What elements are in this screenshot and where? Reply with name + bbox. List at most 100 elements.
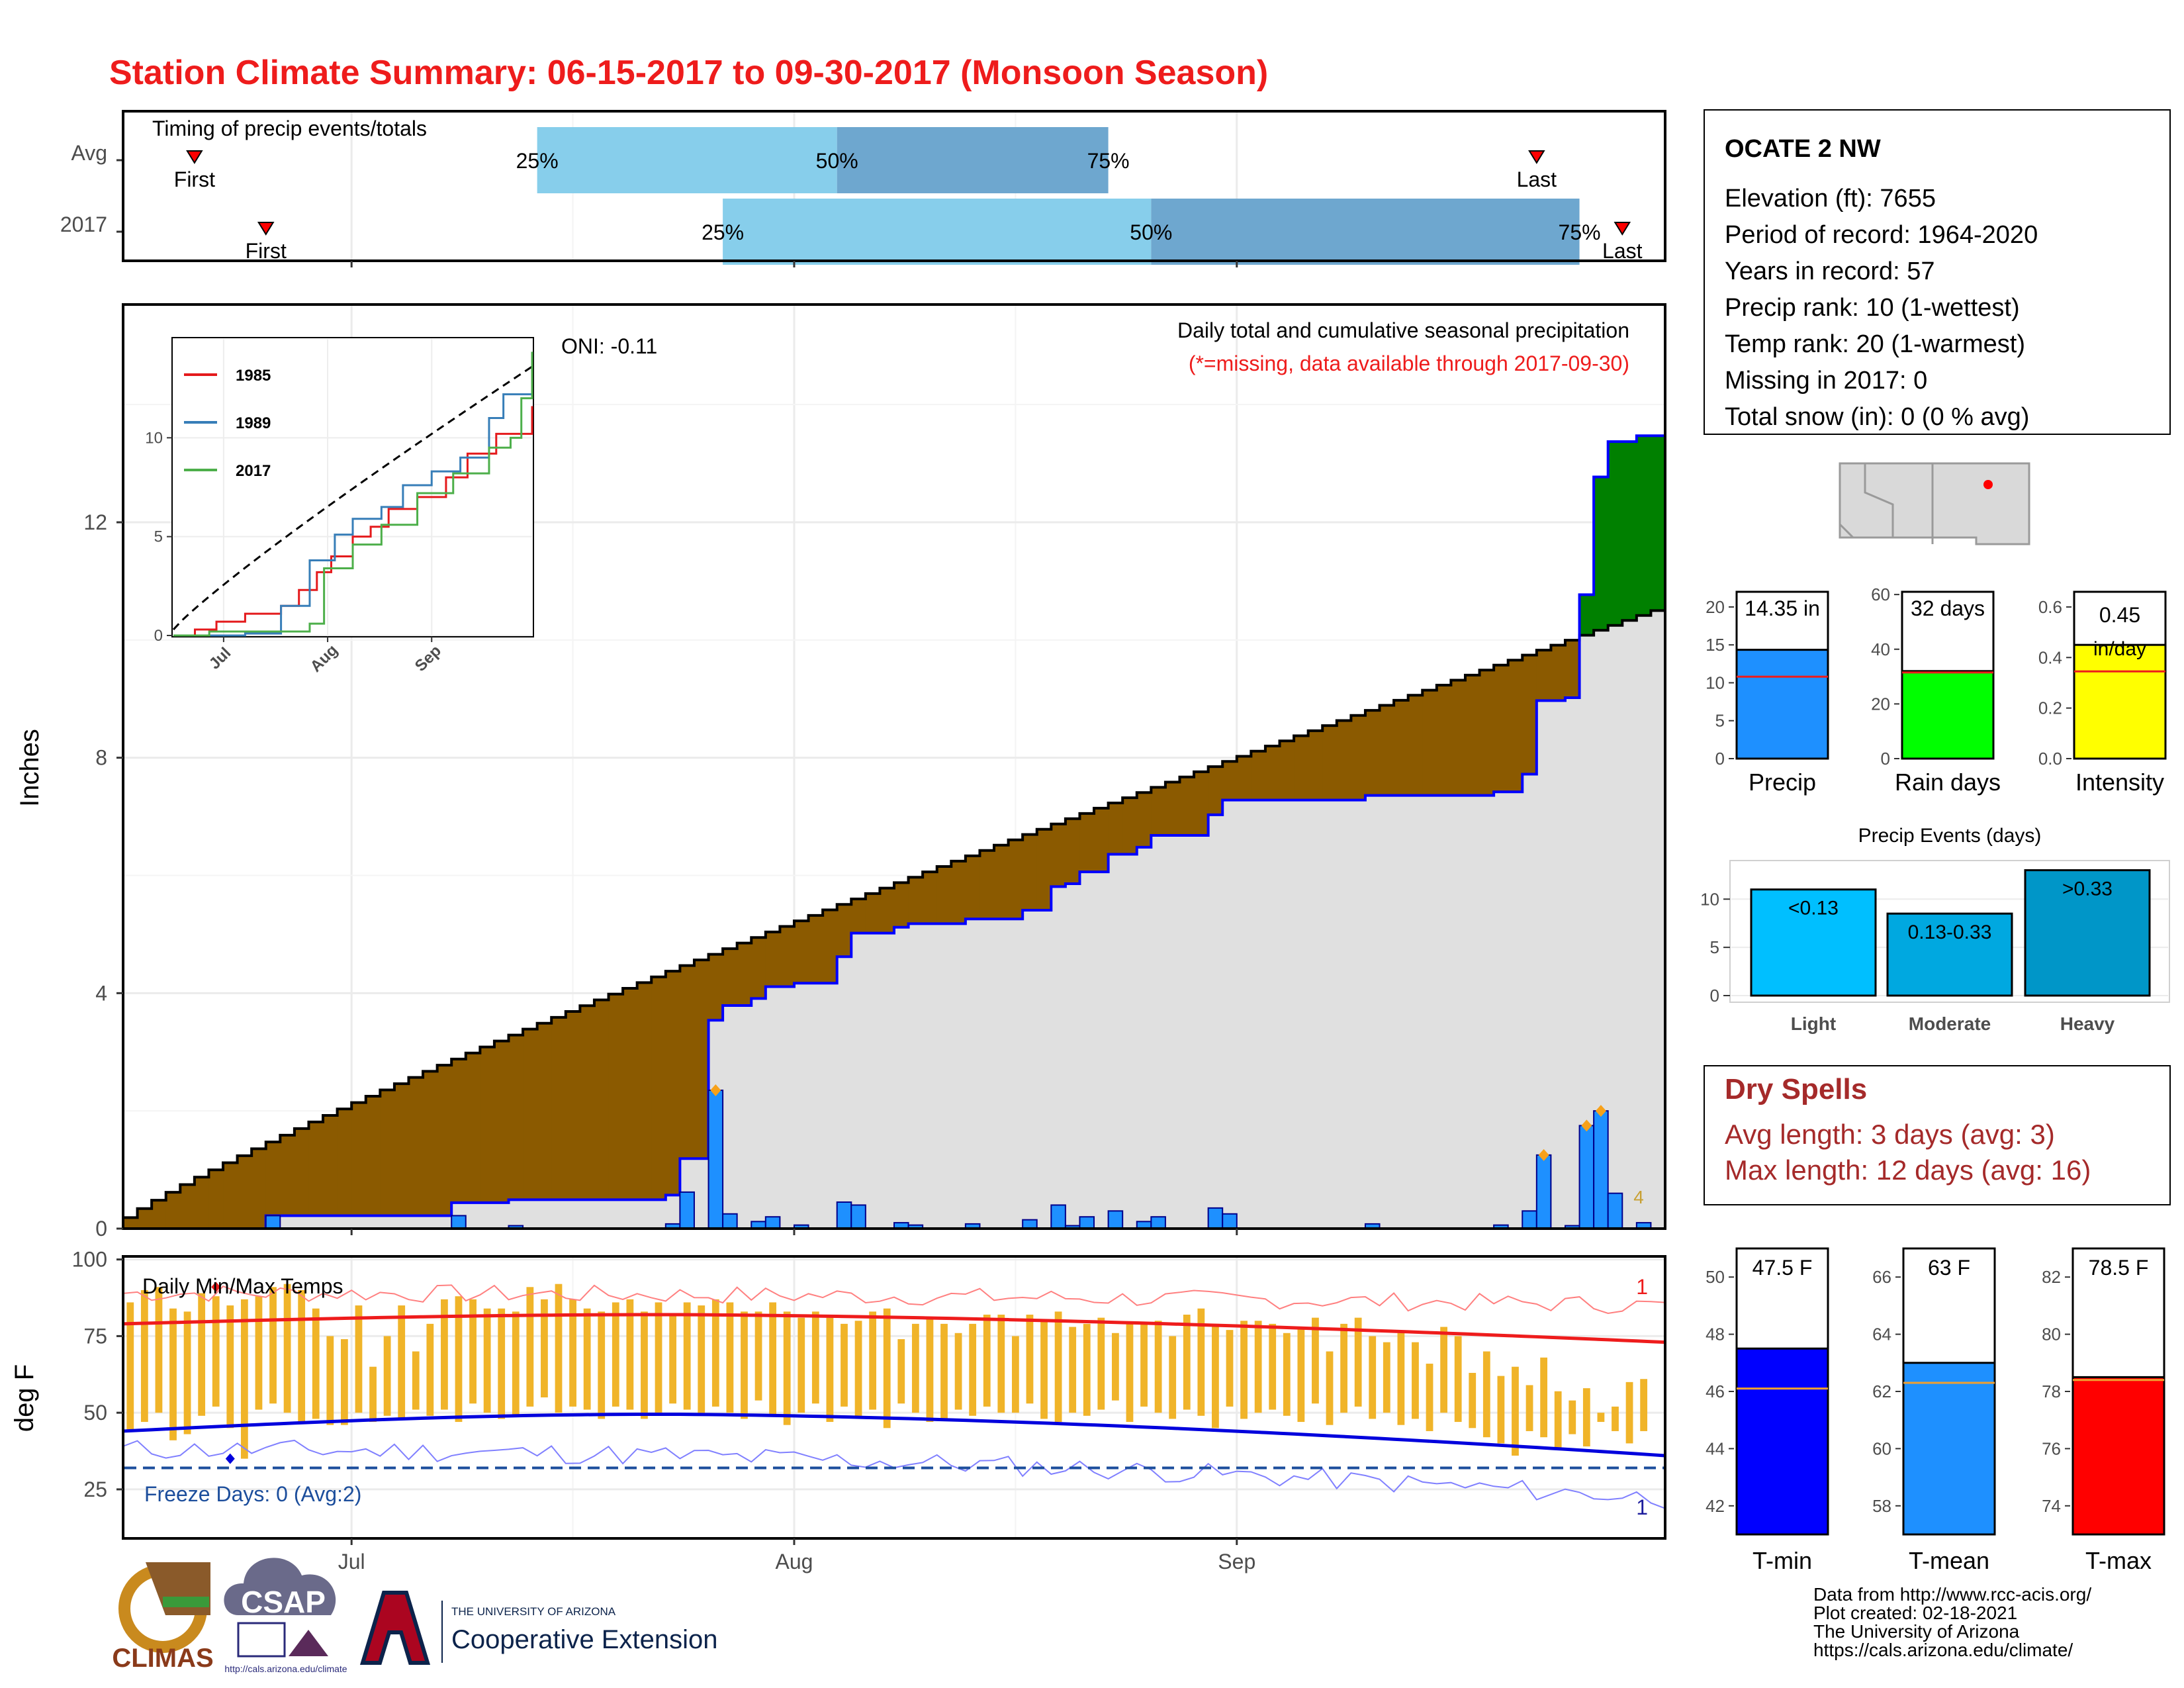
precip-events-title: Precip Events (days) (1858, 825, 2042, 847)
first-event-label: First (174, 167, 215, 191)
y-tick-label: 4 (95, 981, 107, 1005)
temp-summary-bar (1735, 1347, 1829, 1536)
deficit-area (280, 1135, 295, 1216)
deficit-area (1551, 645, 1566, 701)
summary-tick-label: 0 (1881, 749, 1890, 769)
daily-temp-range-bar (426, 1323, 434, 1416)
daily-precip-bar (836, 1201, 852, 1230)
summary-bar-label: Precip (1749, 769, 1816, 796)
deficit-area (694, 960, 709, 1159)
deficit-area (494, 1041, 510, 1203)
inset-y-tick-label: 5 (154, 528, 163, 546)
csap-url: http://cals.arizona.edu/climate (224, 1664, 347, 1674)
deficit-area (180, 1184, 195, 1229)
daily-temp-range-bar (1226, 1330, 1234, 1407)
deficit-area (1136, 792, 1152, 847)
precip-event-value-label: >0.33 (2062, 878, 2113, 900)
daily-temp-range-bar (1454, 1336, 1462, 1423)
deficit-area (1079, 813, 1095, 872)
first-event-marker (186, 150, 203, 164)
deficit-area (523, 1029, 538, 1200)
heavy-event-marker (1595, 1105, 1606, 1117)
daily-temp-range-bar (212, 1296, 220, 1407)
deficit-area (808, 915, 823, 984)
deficit-area (137, 1208, 152, 1229)
last-event-label: Last (1517, 167, 1557, 191)
footer-line: https://cals.arizona.edu/climate/ (1813, 1640, 2073, 1660)
quartile-label: 75% (1559, 220, 1601, 244)
daily-temp-range-bar (1569, 1400, 1576, 1434)
daily-temp-range-bar (469, 1299, 477, 1404)
daily-temp-range-bar (326, 1336, 334, 1425)
deficit-area (308, 1121, 324, 1216)
events-tick-label: 10 (1700, 889, 1719, 909)
heavy-event-marker (1538, 1149, 1549, 1161)
daily-temp-range-bar (1212, 1323, 1219, 1429)
daily-temp-range-bar (883, 1308, 891, 1429)
daily-temp-range-bar (526, 1287, 534, 1407)
deficit-area (994, 845, 1009, 919)
summary-bar (1735, 649, 1829, 760)
summary-tick-label: 0.0 (2038, 749, 2062, 769)
daily-temp-range-bar (769, 1302, 777, 1416)
temp-tick-label: 62 (1872, 1382, 1891, 1401)
quartile-label: 50% (816, 149, 858, 173)
temp-tick-label: 76 (2042, 1438, 2061, 1458)
surplus-area (1594, 477, 1609, 631)
timing-title: Timing of precip events/totals (152, 117, 427, 140)
dry-spells-title: Dry Spells (1725, 1073, 1867, 1105)
deficit-area (737, 943, 752, 1006)
daily-temp-range-bar (783, 1311, 791, 1425)
daily-temp-range-bar (512, 1311, 520, 1416)
daily-temp-range-bar (569, 1299, 576, 1407)
cumulative-2017-line (123, 434, 1665, 1230)
daily-temp-range-bar (1554, 1391, 1562, 1450)
deficit-area (1522, 655, 1537, 774)
deficit-area (1436, 685, 1451, 796)
x-tick-label: Sep (1218, 1550, 1255, 1573)
station-location-dot (1983, 480, 1993, 489)
deficit-area (237, 1155, 252, 1229)
y-tick-label: 25 (83, 1477, 107, 1501)
deficit-area (1023, 834, 1038, 910)
csap-logo: CSAP http://cals.arizona.edu/climate (224, 1558, 347, 1674)
temp-value-label: 47.5 F (1752, 1256, 1813, 1280)
daily-temp-range-bar (655, 1302, 662, 1413)
footer-line: Plot created: 02-18-2021 (1813, 1603, 2017, 1623)
station-info-box: OCATE 2 NW Elevation (ft): 7655 Period o… (1704, 109, 2171, 435)
summary-bar-label: Intensity (2075, 769, 2164, 796)
last-event-marker (1528, 150, 1545, 164)
y-tick-label: 100 (72, 1248, 107, 1272)
summary-tick-label: 0.4 (2038, 647, 2062, 667)
deficit-area (394, 1084, 410, 1216)
quartile-bar-50-75 (837, 127, 1109, 193)
daily-temp-range-bar (598, 1311, 606, 1419)
y-tick-label: 0 (95, 1217, 107, 1241)
deficit-area (1465, 675, 1480, 796)
csap-logo-text: CSAP (241, 1585, 326, 1619)
temp-tick-label: 48 (1706, 1325, 1725, 1344)
precip-event-category: Light (1791, 1013, 1836, 1034)
daily-temp-range-bar (1297, 1327, 1305, 1423)
temp-tick-label: 74 (2042, 1496, 2061, 1516)
summary-bar (1901, 670, 1995, 760)
deficit-area (1108, 802, 1123, 855)
temp-tick-label: 46 (1706, 1382, 1725, 1401)
daily-temp-range-bar (1054, 1311, 1062, 1423)
quartile-bar-25-50 (723, 199, 1152, 265)
daily-temp-range-bar (298, 1289, 306, 1423)
deficit-area (780, 926, 795, 987)
daily-temp-range-bar (669, 1314, 676, 1404)
deficit-area (865, 893, 881, 933)
summary-tick-label: 20 (1706, 597, 1725, 617)
daily-temp-range-bar (1269, 1323, 1277, 1410)
temp-tick-label: 80 (2042, 1325, 2061, 1344)
summary-tick-label: 0 (1715, 749, 1725, 769)
daily-precip-bar (451, 1215, 467, 1230)
daily-temp-range-bar (1625, 1382, 1633, 1444)
temp-value-label: 63 F (1928, 1256, 1970, 1280)
deficit-area (365, 1096, 381, 1216)
summary-bar-charts: 0 5 10 15 20 14.35 in Precip 0 20 40 60 32 days Rain… (1706, 585, 2167, 796)
daily-temp-range-bar (226, 1305, 234, 1429)
